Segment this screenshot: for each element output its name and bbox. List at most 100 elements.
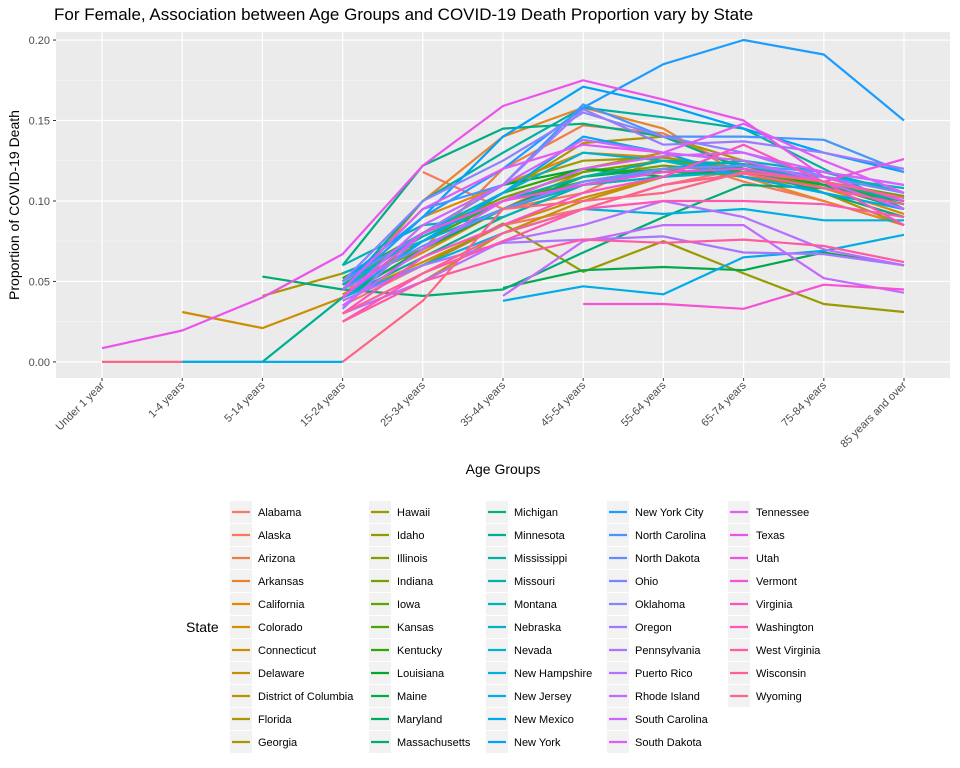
- legend-label-oregon: Oregon: [635, 622, 672, 634]
- y-tick-label: 0.10: [29, 196, 50, 208]
- legend-label-arkansas: Arkansas: [258, 576, 304, 588]
- legend-label-massachusetts: Massachusetts: [397, 737, 471, 749]
- legend-label-mississippi: Mississippi: [514, 553, 567, 565]
- series-line-south-carolina: [341, 138, 905, 299]
- series-line-wyoming: [102, 170, 905, 363]
- legend-label-michigan: Michigan: [514, 507, 558, 519]
- series-line-mississippi: [341, 106, 905, 291]
- y-tick-label: 0.00: [29, 357, 50, 369]
- y-tick-label: 0.20: [29, 35, 50, 47]
- legend-label-florida: Florida: [258, 714, 293, 726]
- legend-label-louisiana: Louisiana: [397, 668, 445, 680]
- x-tick-label: 55-64 years: [619, 379, 669, 429]
- legend-label-indiana: Indiana: [397, 576, 434, 588]
- legend-label-nebraska: Nebraska: [514, 622, 562, 634]
- legend-label-missouri: Missouri: [514, 576, 555, 588]
- x-tick-label: 25-34 years: [378, 379, 428, 429]
- legend-label-tennessee: Tennessee: [756, 507, 809, 519]
- x-tick-label: 85 years and over: [838, 379, 909, 450]
- series-line-south-dakota: [341, 151, 905, 307]
- legend-label-puerto-rico: Puerto Rico: [635, 668, 692, 680]
- legend-label-new-jersey: New Jersey: [514, 691, 572, 703]
- legend-label-arizona: Arizona: [258, 553, 296, 565]
- series-line-rhode-island: [502, 224, 905, 297]
- series-line-tennessee: [341, 122, 905, 291]
- x-axis-title: Age Groups: [466, 461, 541, 477]
- legend-label-north-carolina: North Carolina: [635, 530, 707, 542]
- grid-lines: [56, 32, 950, 378]
- legend-label-texas: Texas: [756, 530, 785, 542]
- legend-label-montana: Montana: [514, 599, 558, 611]
- legend-label-district-of-columbia: District of Columbia: [258, 691, 354, 703]
- legend-label-rhode-island: Rhode Island: [635, 691, 700, 703]
- legend-label-kentucky: Kentucky: [397, 645, 443, 657]
- series-line-new-york-city: [341, 38, 905, 291]
- legend-label-maine: Maine: [397, 691, 427, 703]
- x-tick-label: 15-24 years: [298, 379, 348, 429]
- series-line-washington: [342, 199, 905, 323]
- legend-label-ohio: Ohio: [635, 576, 658, 588]
- series-line-arkansas: [341, 106, 905, 299]
- series-line-north-carolina: [341, 103, 905, 291]
- legend-label-vermont: Vermont: [756, 576, 797, 588]
- x-tick-label: 45-54 years: [539, 379, 589, 429]
- x-tick-label: 5-14 years: [222, 379, 268, 425]
- legend-label-virginia: Virginia: [756, 599, 793, 611]
- legend-label-new-mexico: New Mexico: [514, 714, 574, 726]
- legend-label-california: California: [258, 599, 305, 611]
- series-line-new-mexico: [341, 135, 905, 299]
- y-tick-label: 0.05: [29, 276, 50, 288]
- legend-label-pennsylvania: Pennsylvania: [635, 645, 701, 657]
- legend-label-new-hampshire: New Hampshire: [514, 668, 592, 680]
- series-lines: [101, 38, 905, 363]
- series-line-oregon: [341, 108, 905, 310]
- series-line-oklahoma: [341, 111, 905, 283]
- legend-label-alabama: Alabama: [258, 507, 302, 519]
- legend-label-kansas: Kansas: [397, 622, 434, 634]
- x-tick-label: 1-4 years: [146, 379, 187, 420]
- legend-label-wyoming: Wyoming: [756, 691, 802, 703]
- legend-label-alaska: Alaska: [258, 530, 292, 542]
- legend-label-south-carolina: South Carolina: [635, 714, 709, 726]
- legend-label-illinois: Illinois: [397, 553, 428, 565]
- x-tick-label: 35-44 years: [459, 379, 509, 429]
- legend-label-nevada: Nevada: [514, 645, 553, 657]
- legend: Alabama Alaska Arizona Arkansas California Co…: [230, 501, 821, 753]
- legend-label-washington: Washington: [756, 622, 814, 634]
- series-line-texas: [101, 79, 905, 350]
- legend-label-north-dakota: North Dakota: [635, 553, 701, 565]
- series-line-vermont: [583, 283, 905, 310]
- legend-label-minnesota: Minnesota: [514, 530, 566, 542]
- legend-label-new-york-city: New York City: [635, 507, 704, 519]
- x-axis-ticks: Under 1 year 1-4 years 5-14 years 15-24 yea…: [54, 378, 909, 450]
- y-tick-label: 0.15: [29, 116, 50, 128]
- legend-label-colorado: Colorado: [258, 622, 303, 634]
- chart-title: For Female, Association between Age Grou…: [54, 5, 753, 24]
- legend-label-iowa: Iowa: [397, 599, 421, 611]
- y-axis-ticks: 0.00 0.05 0.10 0.15 0.20: [29, 35, 56, 369]
- legend-label-hawaii: Hawaii: [397, 507, 430, 519]
- legend-label-idaho: Idaho: [397, 530, 425, 542]
- x-tick-label: 75-84 years: [779, 379, 829, 429]
- legend-label-wisconsin: Wisconsin: [756, 668, 806, 680]
- legend-label-west-virginia: West Virginia: [756, 645, 821, 657]
- legend-label-utah: Utah: [756, 553, 779, 565]
- series-line-virginia: [341, 143, 905, 315]
- legend-label-new-york: New York: [514, 737, 561, 749]
- legend-label-south-dakota: South Dakota: [635, 737, 703, 749]
- y-axis-title: Proportion of COVID-19 Death: [6, 110, 22, 300]
- series-line-maine: [502, 251, 905, 289]
- x-tick-label: Under 1 year: [54, 379, 108, 433]
- x-tick-label: 65-74 years: [699, 379, 749, 429]
- series-line-new-york: [341, 85, 905, 283]
- legend-title: State: [186, 619, 219, 635]
- legend-label-georgia: Georgia: [258, 737, 298, 749]
- legend-label-connecticut: Connecticut: [258, 645, 316, 657]
- legend-label-maryland: Maryland: [397, 714, 442, 726]
- series-line-michigan: [341, 122, 905, 266]
- series-line-hawaii: [422, 222, 905, 314]
- legend-label-delaware: Delaware: [258, 668, 304, 680]
- series-line-new-hampshire: [342, 207, 904, 299]
- series-line-pennsylvania: [342, 235, 905, 302]
